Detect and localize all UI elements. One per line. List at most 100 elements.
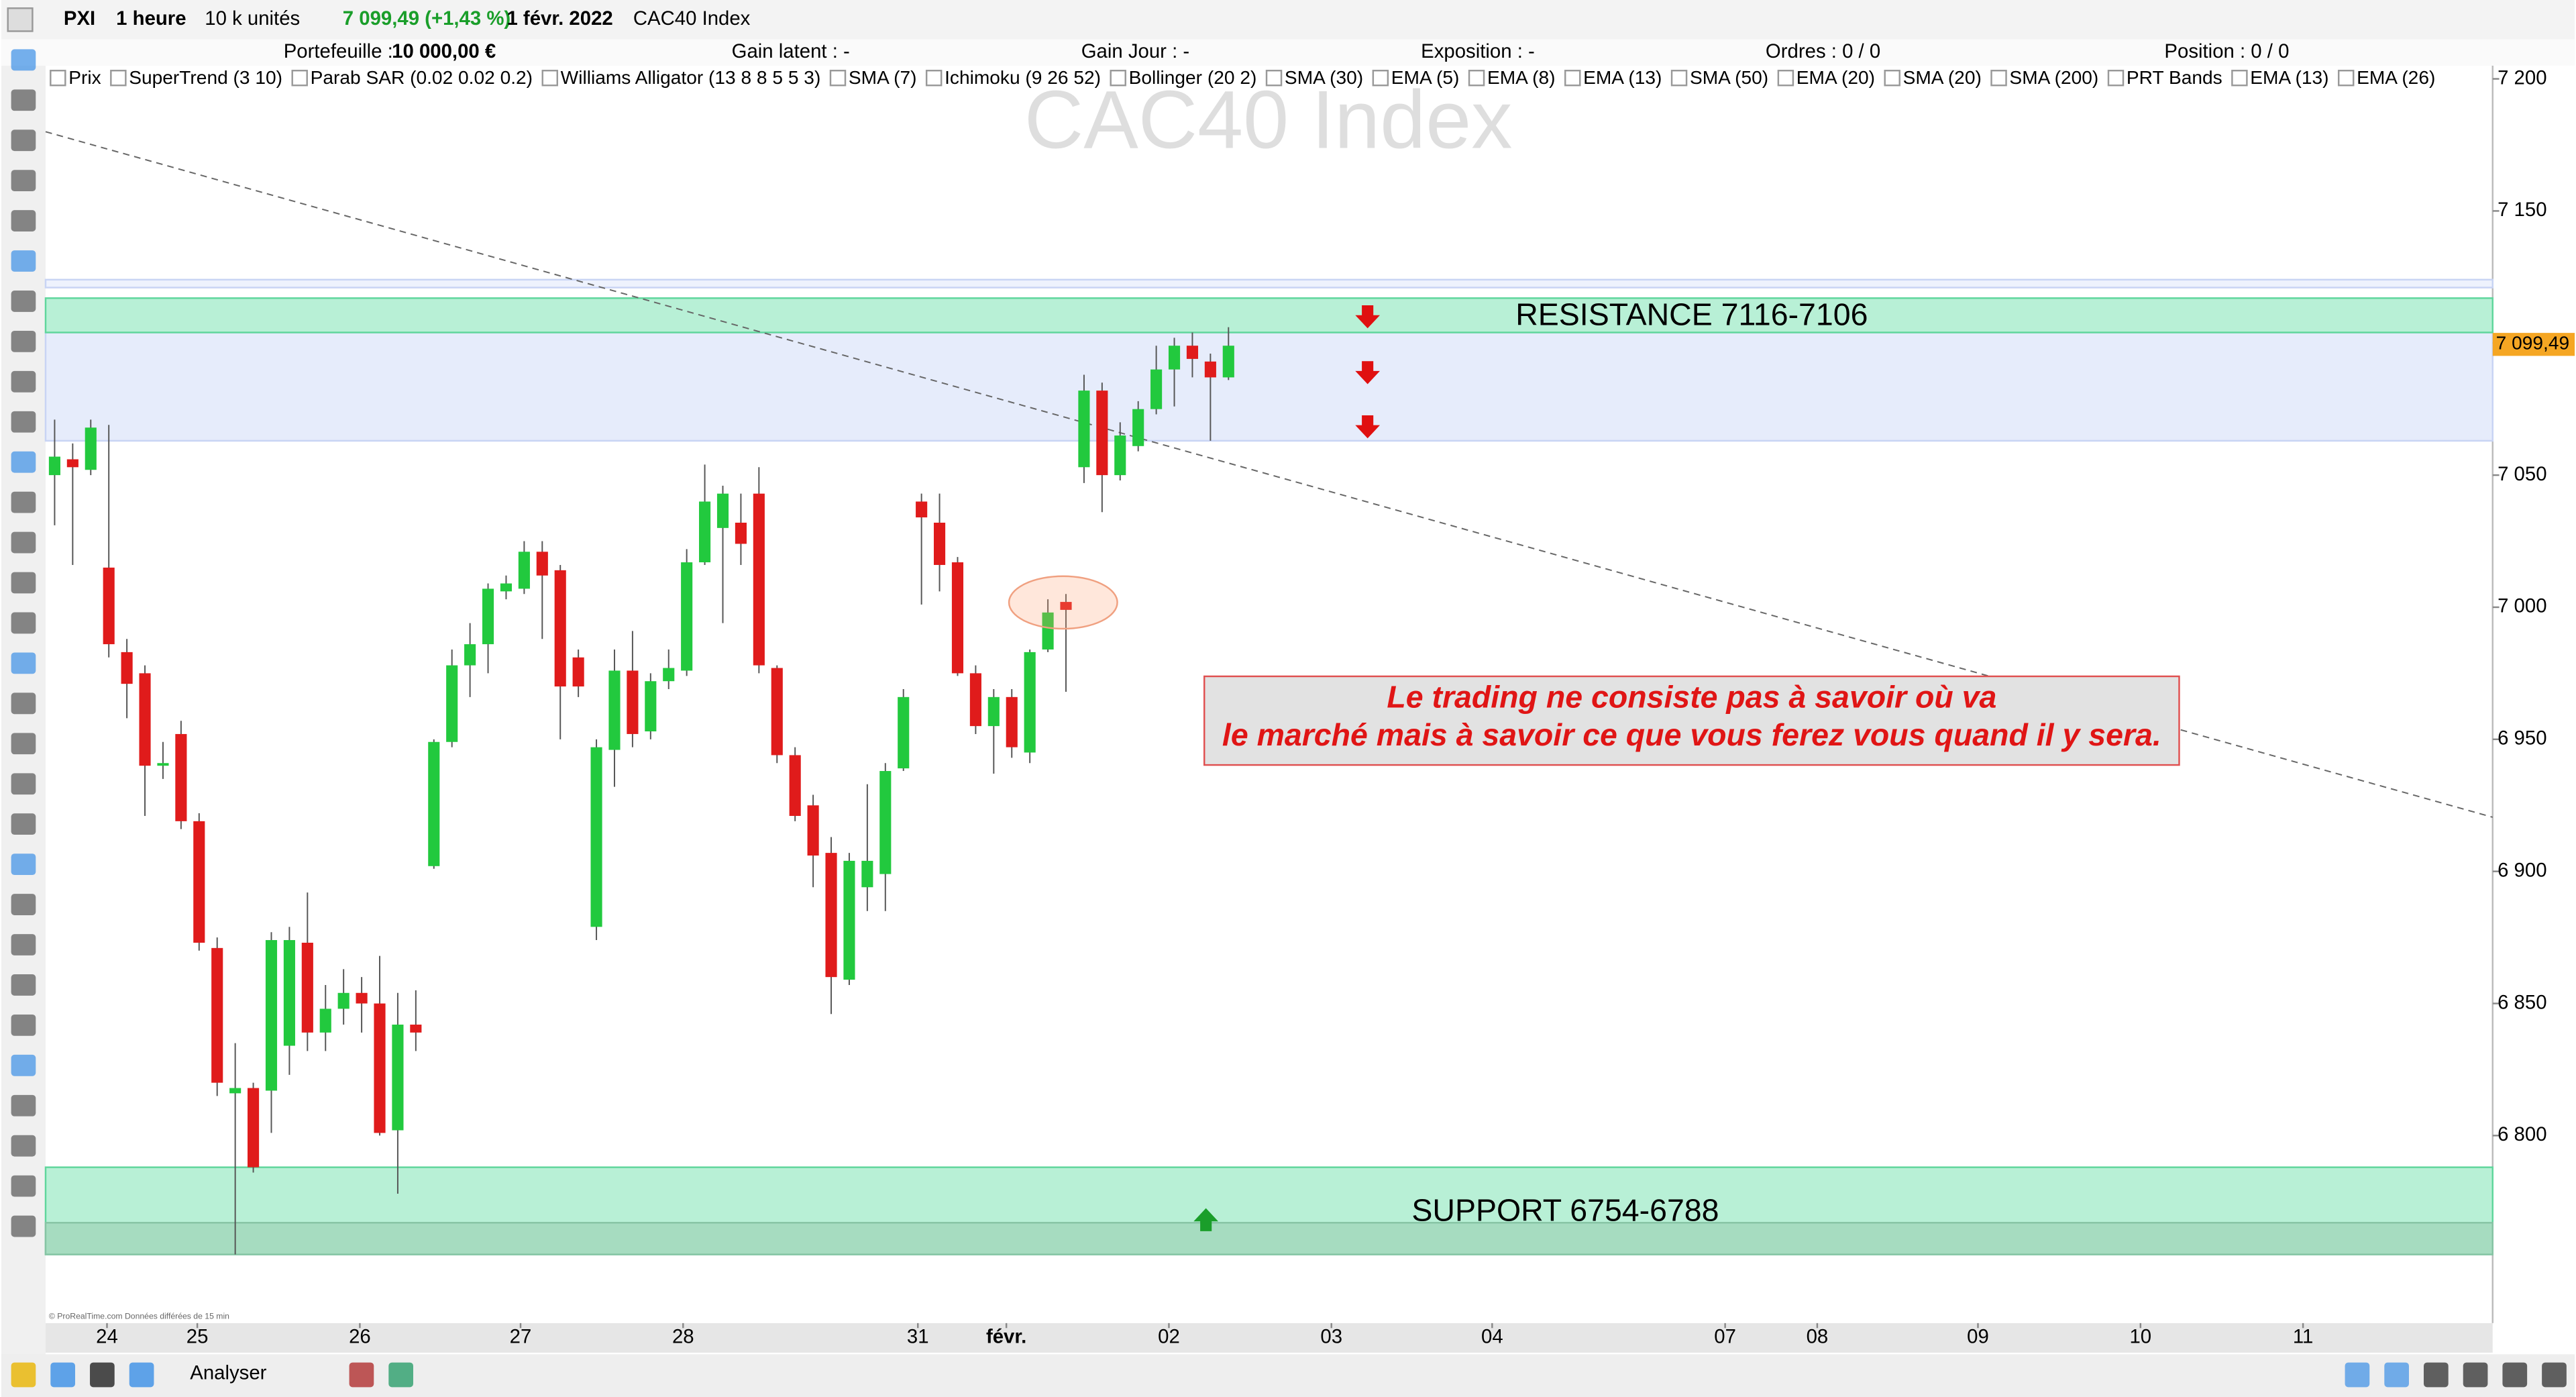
indicator-label[interactable]: Bollinger (20 2) <box>1129 67 1257 88</box>
indicator-label[interactable]: SMA (200) <box>2009 67 2098 88</box>
info-bar <box>1 39 2575 66</box>
candle-body <box>500 583 513 592</box>
indicator-checkbox <box>110 69 127 87</box>
indicator-label[interactable]: SMA (20) <box>1903 67 1982 88</box>
x-tick-label: 28 <box>672 1326 694 1348</box>
zone <box>44 278 2493 289</box>
indicator-label[interactable]: EMA (5) <box>1391 67 1460 88</box>
indicator-label[interactable]: SuperTrend (3 10) <box>129 67 282 88</box>
interval[interactable]: 1 heure <box>116 7 186 30</box>
x-tick-label: 31 <box>907 1326 929 1348</box>
indicator-label[interactable]: Parab SAR (0.02 0.02 0.2) <box>311 67 533 88</box>
tool-icon <box>11 974 36 996</box>
zone-label: SUPPORT 6754-6788 <box>1411 1192 1719 1227</box>
indicator-label[interactable]: Prix <box>68 67 101 88</box>
quote-line: Le trading ne consiste pas à savoir où v… <box>1387 680 1996 715</box>
y-tick-label: 7 200 <box>2498 66 2546 89</box>
indicator-label[interactable]: SMA (50) <box>1690 67 1768 88</box>
y-tick-label: 6 800 <box>2498 1123 2546 1145</box>
x-tick-label: 25 <box>186 1326 209 1348</box>
indicator-checkbox <box>1990 69 2007 87</box>
x-tick-label: févr. <box>986 1326 1026 1348</box>
candle-body <box>916 501 928 518</box>
indicator-label[interactable]: PRT Bands <box>2127 67 2222 88</box>
x-tick-label: 07 <box>1714 1326 1736 1348</box>
candle-body <box>211 947 223 1083</box>
tool-icon <box>11 370 36 393</box>
candle-body <box>446 665 458 742</box>
tool-icon <box>11 894 36 915</box>
candle-body <box>248 1088 260 1168</box>
candle-body <box>175 733 187 821</box>
candle-body <box>572 657 584 687</box>
y-tick-label: 6 900 <box>2498 859 2546 881</box>
indicator-checkbox <box>925 69 943 87</box>
tool-icon <box>11 692 36 715</box>
candle-body <box>1150 369 1163 409</box>
indicator-checkbox <box>291 69 308 87</box>
candle-body <box>482 588 494 645</box>
tool-icon <box>11 1215 36 1237</box>
candle-body <box>518 552 530 589</box>
tool-icon <box>11 1094 36 1117</box>
indicator-label[interactable]: SMA (30) <box>1285 67 1363 88</box>
credit: © ProRealTime.com Données différées de 1… <box>49 1311 229 1321</box>
quantity[interactable]: 10 k unités <box>205 7 300 30</box>
candle-body <box>464 644 476 666</box>
indicator-label[interactable]: EMA (8) <box>1487 67 1556 88</box>
indicator-checkbox <box>829 69 847 87</box>
analyse-button[interactable]: Analyser <box>190 1361 266 1384</box>
indicator-label[interactable]: EMA (26) <box>2357 67 2435 88</box>
tool-icon <box>11 411 36 433</box>
portfolio-value: 10 000,00 € <box>392 40 496 62</box>
bottom-icon <box>11 1362 36 1388</box>
y-tick-label: 7 150 <box>2498 199 2546 221</box>
candle-body <box>951 562 964 674</box>
candle-body <box>861 860 873 888</box>
indicator-label[interactable]: SMA (7) <box>849 67 917 88</box>
indicator-label[interactable]: EMA (20) <box>1796 67 1875 88</box>
candle-body <box>139 673 151 766</box>
candle-body <box>103 567 115 645</box>
indicator-checkbox <box>2337 69 2355 87</box>
candle-body <box>645 681 657 732</box>
price-axis <box>2492 65 2575 1356</box>
indicator-label[interactable]: Ichimoku (9 26 52) <box>945 67 1101 88</box>
orders: Ordres : 0 / 0 <box>1766 40 1880 62</box>
indicator-checkbox <box>2231 69 2248 87</box>
candle-body <box>1060 602 1072 610</box>
last-price-label: 7 099,49 <box>2496 333 2569 354</box>
symbol[interactable]: PXI <box>64 7 95 30</box>
candle-body <box>681 562 693 671</box>
candle-body <box>590 747 602 927</box>
quote-line: le marché mais à savoir ce que vous fere… <box>1222 717 2161 752</box>
indicator-label[interactable]: Williams Alligator (13 8 8 5 5 3) <box>561 67 821 88</box>
down-arrow <box>1355 361 1381 384</box>
indicator-label[interactable]: EMA (13) <box>2250 67 2328 88</box>
tool-icon <box>11 813 36 835</box>
indicator-label[interactable]: EMA (13) <box>1583 67 1662 88</box>
y-tick-label: 6 950 <box>2498 727 2546 749</box>
portfolio-label: Portefeuille : <box>284 40 393 62</box>
zone <box>44 331 2493 442</box>
candle-body <box>1204 361 1216 378</box>
tool-icon <box>11 330 36 352</box>
candle-body <box>1096 391 1108 476</box>
latent-gain: Gain latent : - <box>732 40 850 62</box>
tool-icon <box>11 1175 36 1197</box>
candle-body <box>771 668 783 756</box>
y-tick-label: 7 000 <box>2498 595 2546 617</box>
x-tick-label: 24 <box>96 1326 118 1348</box>
x-tick-label: 08 <box>1807 1326 1829 1348</box>
candle-body <box>987 696 1000 727</box>
candle-body <box>735 522 747 544</box>
tool-icon <box>11 130 36 152</box>
zone-label: RESISTANCE 7116-7106 <box>1515 297 1868 332</box>
tool-icon <box>11 1054 36 1076</box>
candle-body <box>1168 346 1181 370</box>
tool-icon <box>11 733 36 755</box>
plot: RESISTANCE 7116-7106 SUPPORT 6754-6788 Le … <box>44 131 2493 1255</box>
candle-body <box>1078 391 1090 468</box>
x-tick-label: 09 <box>1967 1326 1989 1348</box>
